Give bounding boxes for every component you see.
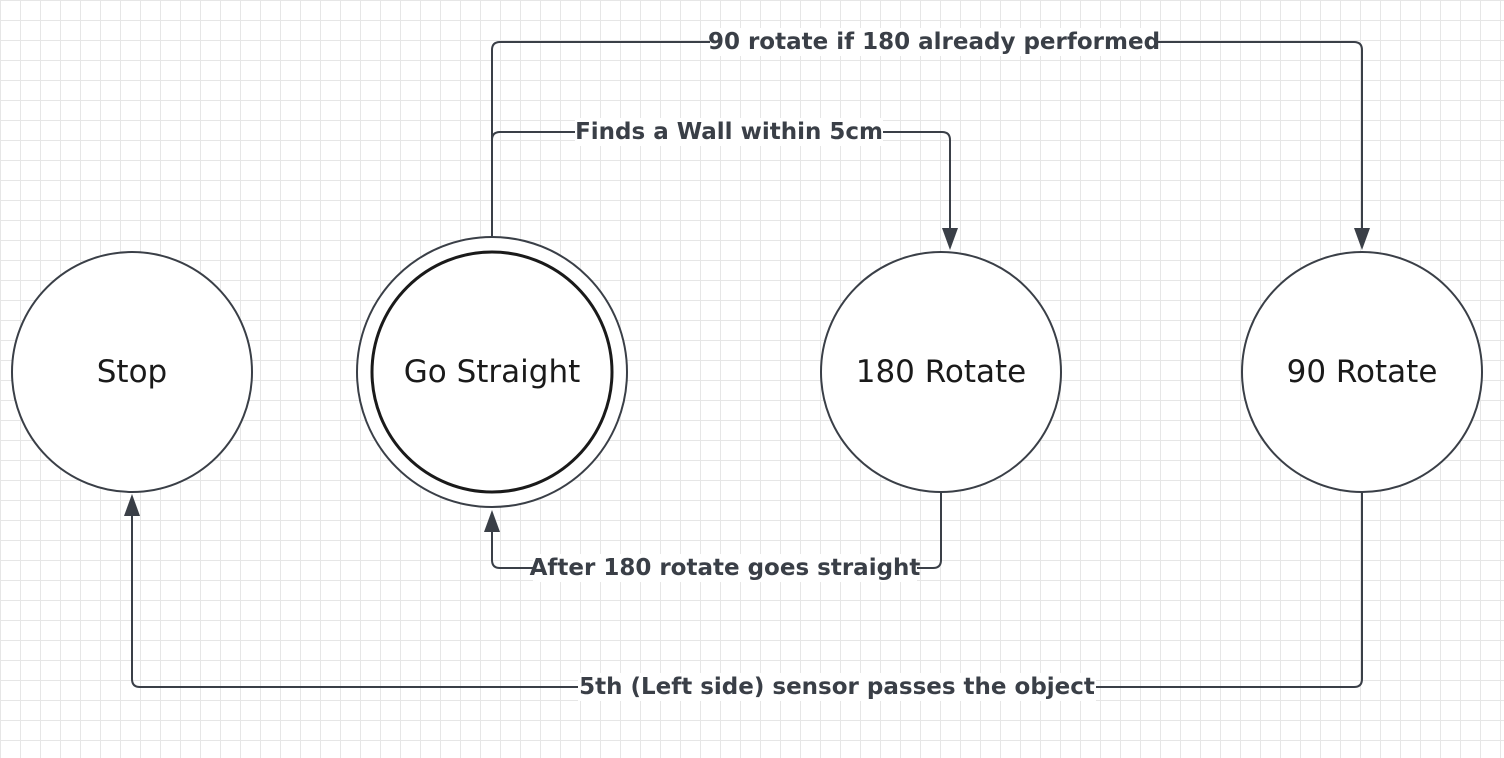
state-90-rotate[interactable]: 90 Rotate xyxy=(1241,251,1483,493)
state-label: Go Straight xyxy=(404,354,581,390)
arrowhead-icon xyxy=(1354,228,1370,250)
state-inner-circle xyxy=(370,250,614,494)
edge-line xyxy=(491,131,951,236)
arrowhead-icon xyxy=(124,494,140,516)
state-label: 90 Rotate xyxy=(1287,354,1438,390)
state-stop[interactable]: Stop xyxy=(11,251,253,493)
edge-label: Finds a Wall within 5cm xyxy=(575,119,883,145)
transition-go-straight-to-180-rotate[interactable]: Finds a Wall within 5cm xyxy=(491,118,958,250)
edge-line xyxy=(131,492,1363,688)
transition-180-rotate-to-go-straight[interactable]: After 180 rotate goes straight xyxy=(484,492,942,582)
edge-label-background xyxy=(575,118,883,146)
state-label: 180 Rotate xyxy=(856,354,1027,390)
edge-label: 90 rotate if 180 already performed xyxy=(708,29,1160,55)
edge-label-background xyxy=(710,28,1158,56)
state-go-straight[interactable]: Go Straight xyxy=(356,236,628,508)
state-circle xyxy=(1241,251,1483,493)
arrowhead-icon xyxy=(942,228,958,250)
arrowhead-icon xyxy=(484,510,500,532)
state-circle xyxy=(11,251,253,493)
edge-label: After 180 rotate goes straight xyxy=(530,555,921,581)
edge-label-background xyxy=(578,673,1096,701)
state-circle xyxy=(820,251,1062,493)
state-label: Stop xyxy=(97,354,167,390)
transition-90-rotate-to-stop[interactable]: 5th (Left side) sensor passes the object xyxy=(124,492,1363,701)
edge-label: 5th (Left side) sensor passes the object xyxy=(579,674,1095,700)
state-180-rotate[interactable]: 180 Rotate xyxy=(820,251,1062,493)
edge-label-background xyxy=(533,554,917,582)
transition-go-straight-to-90-rotate[interactable]: 90 rotate if 180 already performed xyxy=(491,28,1370,250)
